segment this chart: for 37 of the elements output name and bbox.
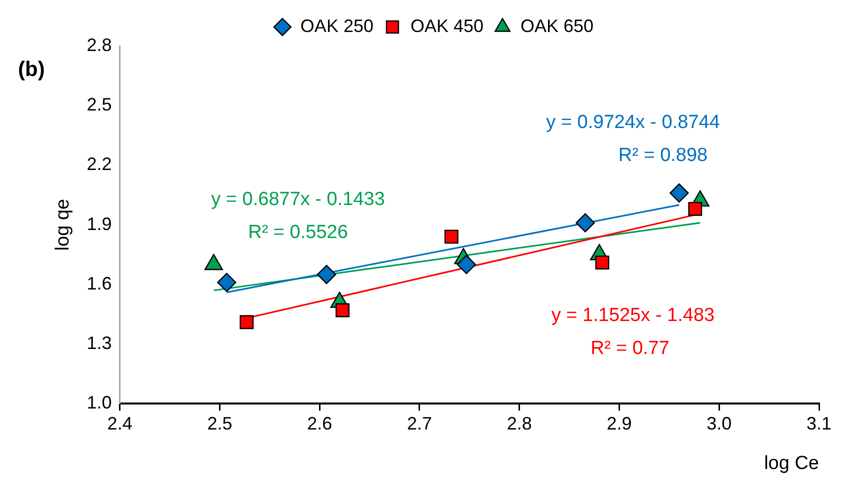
legend-label: OAK 250: [300, 16, 374, 36]
legend-label: OAK 650: [520, 16, 594, 36]
point: [217, 272, 236, 292]
x-axis-title: log Ce: [764, 452, 819, 474]
x-tick-label: 2.5: [207, 413, 232, 434]
y-tick-label: 2.8: [86, 34, 112, 55]
point: [576, 213, 595, 232]
x-tick-label: 3.1: [806, 413, 832, 434]
point: [336, 303, 350, 318]
x-tick-label: 2.9: [606, 413, 632, 434]
x-tick-label: 2.7: [406, 413, 432, 434]
point: [595, 256, 610, 270]
y-tick-label: 1.6: [86, 273, 112, 294]
x-tick-label: 3.0: [706, 413, 732, 434]
y-tick-label: 1.9: [86, 214, 112, 234]
y-tick-label: 1.0: [86, 392, 112, 413]
y-tick-label: 2.5: [86, 94, 112, 115]
legend-label: OAK 450: [410, 16, 484, 36]
annotation: R² = 0.77: [590, 338, 670, 360]
annotation: y = 1.1525x - 1.483: [551, 305, 715, 326]
annotation: R² = 0.898: [618, 145, 708, 166]
y-axis-title: log qe: [52, 198, 74, 251]
point: [688, 202, 702, 216]
point: [670, 183, 689, 203]
point: [456, 254, 476, 274]
x-tick-label: 2.8: [506, 413, 532, 434]
text: (b): [18, 58, 45, 81]
annotation: y = 0.9724x - 0.8744: [546, 112, 720, 134]
x-tick-label: 2.4: [107, 413, 132, 434]
annotation: R² = 0.5526: [248, 222, 348, 244]
point: [316, 264, 336, 284]
point: [240, 315, 254, 330]
y-tick-label: 2.2: [86, 154, 112, 174]
annotation: y = 0.6877x - 0.1433: [211, 189, 385, 210]
point: [444, 230, 458, 244]
y-tick-label: 1.3: [86, 332, 112, 353]
x-tick-label: 2.6: [307, 413, 332, 434]
